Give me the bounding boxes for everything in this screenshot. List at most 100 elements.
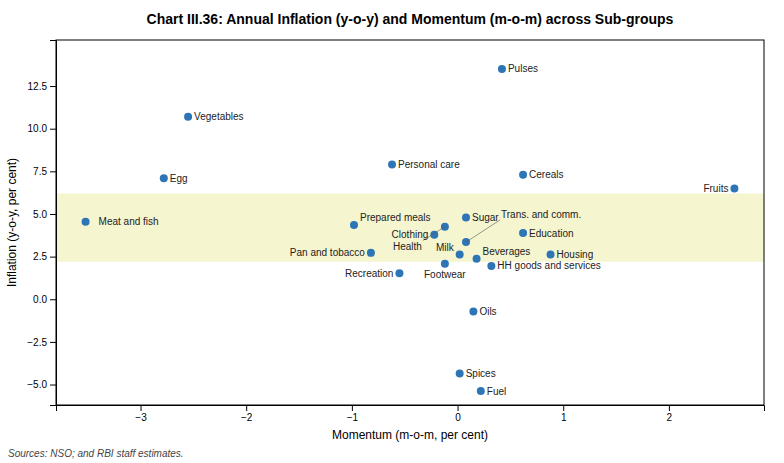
point [367,249,375,257]
plot-frame [56,40,764,405]
point-label: Meat and fish [99,216,159,227]
y-tick-mark [50,171,56,172]
leader-line [466,220,500,242]
x-tick-label: −3 [135,412,147,423]
point [477,387,485,395]
y-tick-label: 10.0 [28,123,48,134]
x-axis-line [57,406,765,412]
point-label: Oils [479,306,496,317]
y-tick-label: 2.5 [33,251,47,262]
x-tick-label: 0 [455,412,461,423]
point-label: Milk [436,242,455,253]
plot: −3 −2 −1 0 1 2 −5.0 −2.5 0.0 2.5 5.0 7.5 10.0 12.5 Pul… [27,40,764,423]
point [456,369,464,377]
point-label: HH goods and services [497,260,600,271]
point-label: Prepared meals [360,212,431,223]
point-label: Fuel [487,386,506,397]
point [519,171,527,179]
point-label: Vegetables [194,111,244,122]
point [547,251,555,259]
y-tick-mark [50,342,56,343]
x-tick-mark [246,405,247,411]
point-labels: Pulses Vegetables Personal care Egg Cereals F… [99,63,729,396]
point [395,269,403,277]
point-label: Pulses [508,63,538,74]
point [456,251,464,259]
x-tick-label: 2 [667,412,673,423]
y-tick: 2.5 [33,251,56,262]
point-label: Footwear [424,269,466,280]
y-tick-label: 7.5 [33,166,47,177]
x-tick-mark [458,405,459,411]
y-tick: 0.0 [33,294,56,305]
y-tick: 10.0 [28,123,56,134]
point-label: Health [393,241,422,252]
x-tick-mark [352,405,353,411]
y-tick: 5.0 [33,209,56,220]
chart: −3 −2 −1 0 1 2 −5.0 −2.5 0.0 2.5 5.0 7.5 10.0 12.5 Pul… [0,0,784,463]
y-tick-mark [50,129,56,130]
y-tick-label: 5.0 [33,209,47,220]
x-tick: −2 [241,405,253,423]
y-tick-label: 0.0 [33,294,47,305]
x-tick-label: −2 [241,412,253,423]
y-tick-mark [50,86,56,87]
y-tick: 7.5 [33,166,56,177]
x-tick-mark [563,405,564,411]
source-note: Sources: NSO; and RBI staff estimates. [8,448,184,459]
x-tick: 2 [667,405,673,423]
x-tick: 1 [561,405,567,423]
y-tick-mark [50,299,56,300]
x-axis: −3 −2 −1 0 1 2 [57,405,765,423]
point [473,255,481,263]
y-tick-mark [50,257,56,258]
point [82,218,90,226]
point-label: Beverages [483,246,531,257]
leader-lines [423,220,500,242]
point-label: Education [529,228,573,239]
y-tick-label: −5.0 [27,379,47,390]
point [350,221,358,229]
point-label: Clothing [392,229,429,240]
y-tick: −2.5 [27,337,56,348]
y-axis: −5.0 −2.5 0.0 2.5 5.0 7.5 10.0 12.5 [27,41,56,406]
x-tick-label: −1 [347,412,359,423]
point-label: Spices [466,368,496,379]
point [469,308,477,316]
point [184,113,192,121]
x-tick: −3 [135,405,147,423]
x-tick-mark [669,405,670,411]
band [56,194,764,262]
point-label: Trans. and comm. [501,209,581,220]
point [487,262,495,270]
point [462,213,470,221]
y-tick-label: 12.5 [28,81,48,92]
point [160,174,168,182]
y-tick-mark [50,385,56,386]
y-axis-label: Inflation (y-o-y, per cent) [5,158,19,287]
point-label: Pan and tobacco [290,247,365,258]
y-tick-mark [50,214,56,215]
x-axis-label: Momentum (m-o-m, per cent) [332,428,488,442]
point-label: Cereals [529,169,563,180]
point-label: Personal care [398,159,460,170]
point-label: Fruits [703,183,728,194]
point-label: Housing [557,249,594,260]
x-tick: 0 [455,405,461,423]
x-tick: −1 [347,405,359,423]
marks [56,65,764,395]
point [498,65,506,73]
point [441,260,449,268]
y-tick: −5.0 [27,379,56,390]
point [730,184,738,192]
point-label: Sugar [472,212,499,223]
point-label: Egg [170,173,188,184]
y-tick: 12.5 [28,81,56,92]
x-tick-label: 1 [561,412,567,423]
x-tick-mark [141,405,142,411]
y-tick-label: −2.5 [27,337,47,348]
point [519,229,527,237]
point [388,161,396,169]
title: Chart III.36: Annual Inflation (y-o-y) a… [147,11,674,27]
point-label: Recreation [345,268,393,279]
